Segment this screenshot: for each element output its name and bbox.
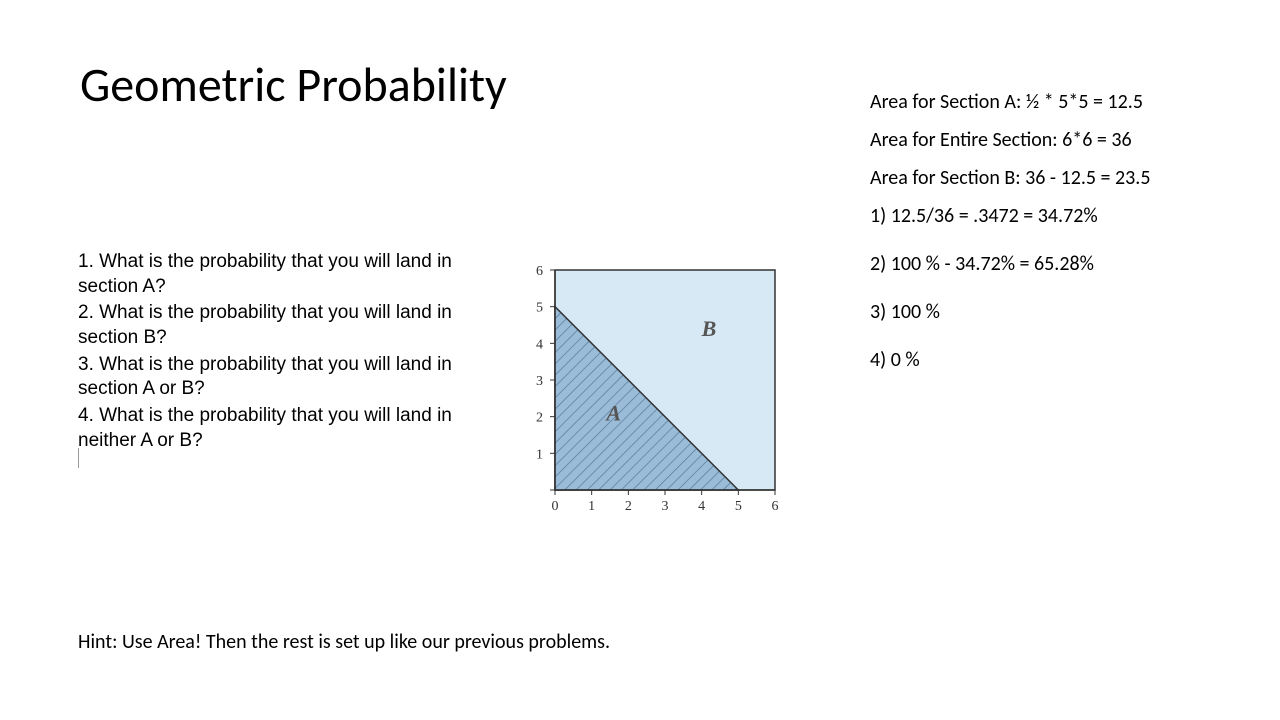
svg-text:1: 1 (536, 447, 543, 462)
svg-text:B: B (701, 316, 717, 341)
svg-text:3: 3 (536, 374, 543, 389)
svg-text:0: 0 (552, 499, 559, 514)
area-a-line: Area for Section A: ½ * 5*5 = 12.5 (870, 90, 1250, 114)
svg-text:6: 6 (772, 499, 779, 514)
svg-text:6: 6 (536, 264, 543, 279)
hint-text: Hint: Use Area! Then the rest is set up … (78, 630, 610, 654)
svg-text:5: 5 (735, 499, 742, 514)
page-title: Geometric Probability (80, 55, 507, 114)
svg-text:1: 1 (588, 499, 595, 514)
svg-text:A: A (604, 400, 621, 425)
question-1: 1. What is the probability that you will… (78, 250, 458, 299)
svg-text:2: 2 (536, 411, 543, 426)
area-entire-line: Area for Entire Section: 6*6 = 36 (870, 128, 1250, 152)
svg-text:5: 5 (536, 301, 543, 316)
questions-list: 1. What is the probability that you will… (78, 250, 458, 456)
area-b-line: Area for Section B: 36 - 12.5 = 23.5 (870, 166, 1250, 190)
question-3: 3. What is the probability that you will… (78, 353, 458, 402)
answers-panel: Area for Section A: ½ * 5*5 = 12.5 Area … (870, 90, 1250, 386)
svg-text:4: 4 (698, 499, 705, 514)
answer-3: 3) 100 % (870, 300, 1250, 324)
svg-text:3: 3 (662, 499, 669, 514)
svg-text:4: 4 (536, 337, 543, 352)
svg-text:2: 2 (625, 499, 632, 514)
question-4: 4. What is the probability that you will… (78, 404, 458, 453)
geometric-diagram: 0 1 2 3 4 5 6 1 2 3 4 5 6 A B (520, 240, 880, 540)
answer-1: 1) 12.5/36 = .3472 = 34.72% (870, 204, 1250, 228)
answer-4: 4) 0 % (870, 348, 1250, 372)
question-2: 2. What is the probability that you will… (78, 301, 458, 350)
answer-2: 2) 100 % - 34.72% = 65.28% (870, 252, 1250, 276)
text-cursor (78, 448, 79, 468)
